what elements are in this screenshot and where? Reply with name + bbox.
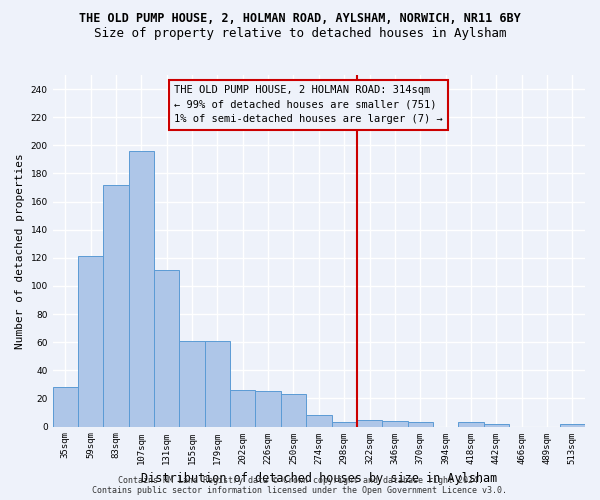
Bar <box>281 394 306 426</box>
Bar <box>179 341 205 426</box>
Text: Contains HM Land Registry data © Crown copyright and database right 2024.
Contai: Contains HM Land Registry data © Crown c… <box>92 476 508 495</box>
Bar <box>129 151 154 426</box>
Text: Size of property relative to detached houses in Aylsham: Size of property relative to detached ho… <box>94 28 506 40</box>
Bar <box>256 392 281 426</box>
Bar <box>78 256 103 426</box>
Y-axis label: Number of detached properties: Number of detached properties <box>15 153 25 348</box>
Text: THE OLD PUMP HOUSE, 2, HOLMAN ROAD, AYLSHAM, NORWICH, NR11 6BY: THE OLD PUMP HOUSE, 2, HOLMAN ROAD, AYLS… <box>79 12 521 26</box>
X-axis label: Distribution of detached houses by size in Aylsham: Distribution of detached houses by size … <box>141 472 497 485</box>
Bar <box>230 390 256 426</box>
Text: THE OLD PUMP HOUSE, 2 HOLMAN ROAD: 314sqm
← 99% of detached houses are smaller (: THE OLD PUMP HOUSE, 2 HOLMAN ROAD: 314sq… <box>175 85 443 124</box>
Bar <box>484 424 509 426</box>
Bar <box>205 341 230 426</box>
Bar <box>103 184 129 426</box>
Bar <box>407 422 433 426</box>
Bar <box>306 416 332 426</box>
Bar <box>154 270 179 426</box>
Bar <box>332 422 357 426</box>
Bar <box>458 422 484 426</box>
Bar <box>357 420 382 426</box>
Bar <box>53 387 78 426</box>
Bar <box>560 424 585 426</box>
Bar <box>382 421 407 426</box>
